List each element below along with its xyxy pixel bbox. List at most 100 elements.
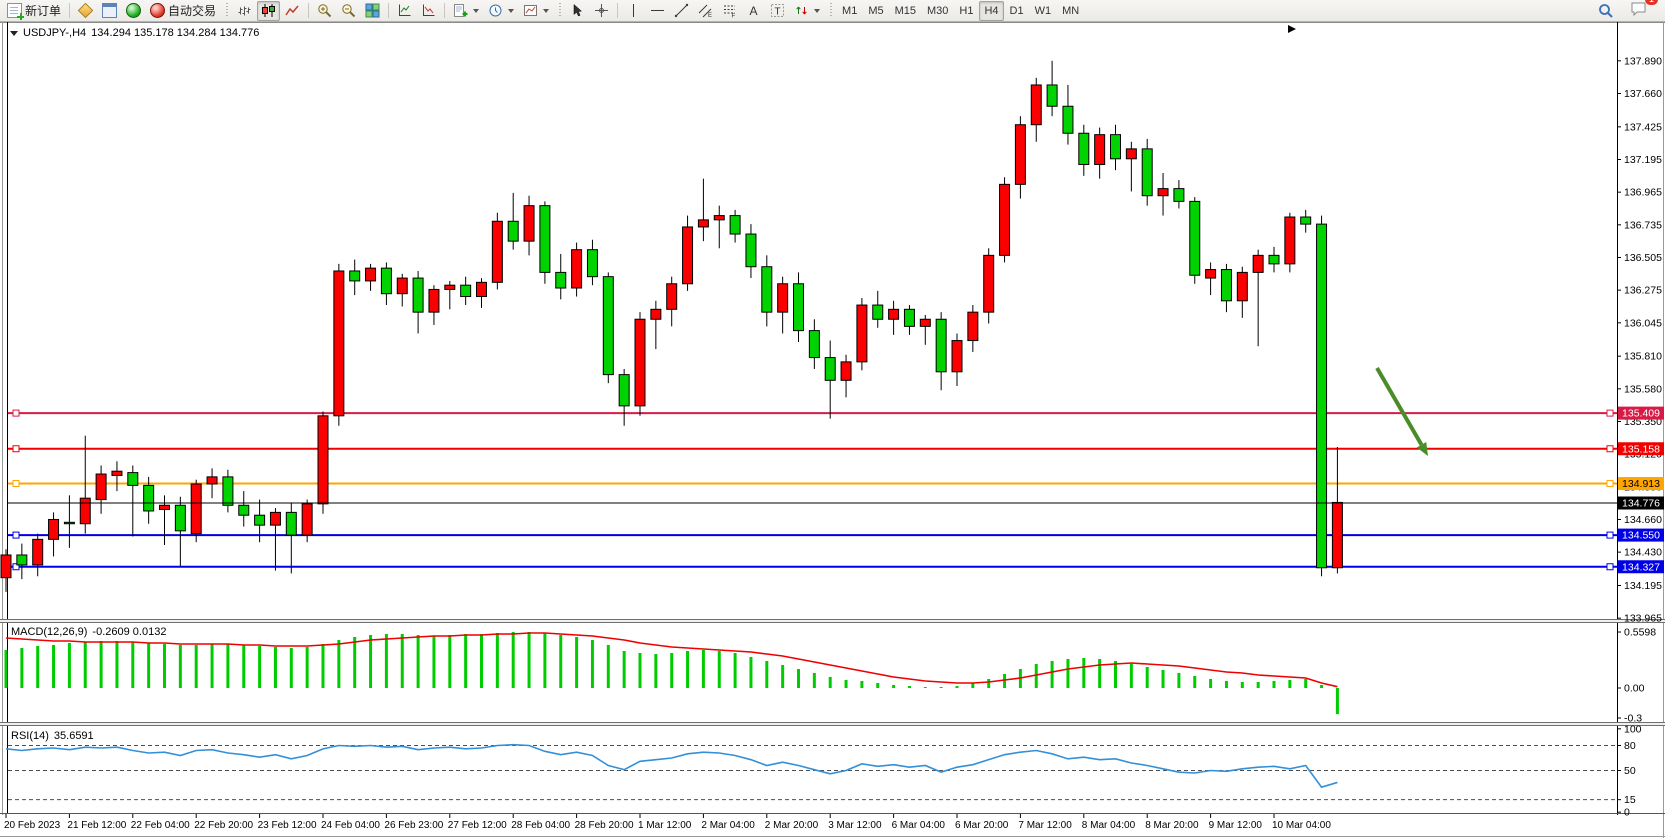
candle xyxy=(460,284,472,298)
fibonacci-icon: F xyxy=(724,5,736,18)
candlestick-chart-button[interactable] xyxy=(257,0,281,21)
templates-icon xyxy=(524,5,538,16)
timeframe-button-m1[interactable]: M1 xyxy=(837,1,862,21)
data-window-button[interactable] xyxy=(98,1,121,21)
toolbar-grip xyxy=(224,3,230,18)
search-button[interactable] xyxy=(1594,1,1618,21)
clock-icon xyxy=(489,4,502,17)
macd-indicator-label: MACD(12,26,9) -0.2609 0.0132 xyxy=(11,626,166,638)
zoom-out-button[interactable] xyxy=(337,1,360,21)
chart-plot-area[interactable] xyxy=(8,23,1617,619)
arrows-tool-button[interactable] xyxy=(790,1,824,21)
new-chart-button[interactable] xyxy=(449,1,483,21)
svg-text:15: 15 xyxy=(1624,794,1636,806)
candle xyxy=(967,311,979,342)
pane-splitter[interactable] xyxy=(0,723,1665,725)
indicator-window-up-button[interactable] xyxy=(393,1,416,21)
dropdown-caret-icon xyxy=(543,8,550,13)
trend-arrow[interactable] xyxy=(1375,366,1424,446)
auto-trading-button[interactable]: 自动交易 xyxy=(146,1,220,21)
chart-shift-marker[interactable] xyxy=(1288,25,1296,33)
line-handle[interactable] xyxy=(1606,531,1614,539)
price-label-box xyxy=(1618,442,1664,456)
candle xyxy=(618,374,630,407)
templates-button[interactable] xyxy=(519,1,553,21)
candle xyxy=(333,270,345,417)
tile-windows-button[interactable] xyxy=(361,1,384,21)
line-chart-button[interactable] xyxy=(281,1,304,21)
indicator-window-down-button[interactable] xyxy=(417,1,440,21)
navigator-button[interactable] xyxy=(122,1,145,21)
timeframe-button-w1[interactable]: W1 xyxy=(1030,1,1057,21)
dropdown-caret-icon xyxy=(508,8,515,13)
svg-text:1 Mar 12:00: 1 Mar 12:00 xyxy=(638,820,692,831)
time-scale[interactable]: 20 Feb 2023 21 Feb 12:00 22 Feb 04:00 22 Fe… xyxy=(4,814,1331,831)
fibonacci-tool-button[interactable]: F xyxy=(718,1,741,21)
horizontal-line-tool-button[interactable] xyxy=(646,1,669,21)
indicator-window-down-icon xyxy=(423,4,435,16)
new-order-button[interactable]: 新订单 xyxy=(3,1,65,21)
timeframe-button-m5[interactable]: M5 xyxy=(863,1,888,21)
timeframe-button-mn[interactable]: MN xyxy=(1057,1,1084,21)
candlestick-chart-icon xyxy=(262,4,276,17)
bar-chart-icon xyxy=(238,6,251,16)
candle xyxy=(951,340,963,373)
period-button[interactable] xyxy=(484,1,518,21)
price-label-text: 134.327 xyxy=(1622,561,1660,573)
line-handle[interactable] xyxy=(1606,445,1614,453)
line-handle[interactable] xyxy=(12,531,20,539)
timeframe-button-m15[interactable]: M15 xyxy=(890,1,921,21)
timeframe-button-h1[interactable]: H1 xyxy=(954,1,978,21)
candle xyxy=(1125,148,1137,160)
text-label-tool-button[interactable]: T xyxy=(766,1,789,21)
trendline-tool-button[interactable] xyxy=(670,1,693,21)
candle xyxy=(808,330,820,359)
svg-text:100: 100 xyxy=(1624,723,1642,735)
svg-text:A: A xyxy=(750,4,758,18)
candle xyxy=(1141,148,1153,197)
cursor-icon xyxy=(573,3,583,17)
timeframe-button-h4[interactable]: H4 xyxy=(979,0,1004,21)
candle xyxy=(1189,200,1201,276)
line-handle[interactable] xyxy=(12,480,20,488)
macd-signal-line xyxy=(5,632,1338,688)
line-handle[interactable] xyxy=(12,445,20,453)
svg-text:8 Mar 04:00: 8 Mar 04:00 xyxy=(1082,820,1136,831)
notifications-button[interactable] xyxy=(1626,0,1652,19)
price-label-box xyxy=(1618,560,1664,574)
chart-menu-icon[interactable] xyxy=(10,30,18,36)
horizontal-line-icon xyxy=(651,10,665,11)
timeframe-button-d1[interactable]: D1 xyxy=(1005,1,1029,21)
line-handle[interactable] xyxy=(1606,409,1614,417)
svg-text:0: 0 xyxy=(1624,807,1630,819)
svg-text:136.735: 136.735 xyxy=(1624,219,1662,231)
timeframe-button-m30[interactable]: M30 xyxy=(922,1,953,21)
crosshair-tool-button[interactable] xyxy=(590,1,613,21)
candle xyxy=(143,484,155,512)
trend-arrow-head[interactable] xyxy=(1416,441,1428,456)
market-watch-icon xyxy=(77,2,94,19)
cursor-tool-button[interactable] xyxy=(566,1,589,21)
indicator-window-up-icon xyxy=(399,4,411,16)
svg-text:134.660: 134.660 xyxy=(1624,514,1662,526)
zoom-in-button[interactable] xyxy=(313,1,336,21)
candle xyxy=(824,357,836,381)
candle xyxy=(412,277,424,313)
vertical-line-tool-button[interactable] xyxy=(622,1,645,21)
toolbar-separator xyxy=(444,3,446,18)
pane-splitter[interactable] xyxy=(0,620,1665,622)
line-handle[interactable] xyxy=(12,563,20,571)
bar-chart-button[interactable] xyxy=(233,1,256,21)
line-handle[interactable] xyxy=(12,409,20,417)
text-label-icon: T xyxy=(771,4,785,18)
market-watch-button[interactable] xyxy=(74,1,97,21)
svg-text:137.660: 137.660 xyxy=(1624,88,1662,100)
channel-tool-button[interactable]: E xyxy=(694,1,717,21)
line-handle[interactable] xyxy=(1606,480,1614,488)
chat-bubble-icon xyxy=(1631,2,1646,17)
line-handle[interactable] xyxy=(1606,563,1614,571)
candle xyxy=(349,270,361,282)
price-label-box xyxy=(1618,406,1664,420)
text-tool-button[interactable]: A xyxy=(742,1,765,21)
rsi-line xyxy=(5,743,1338,789)
